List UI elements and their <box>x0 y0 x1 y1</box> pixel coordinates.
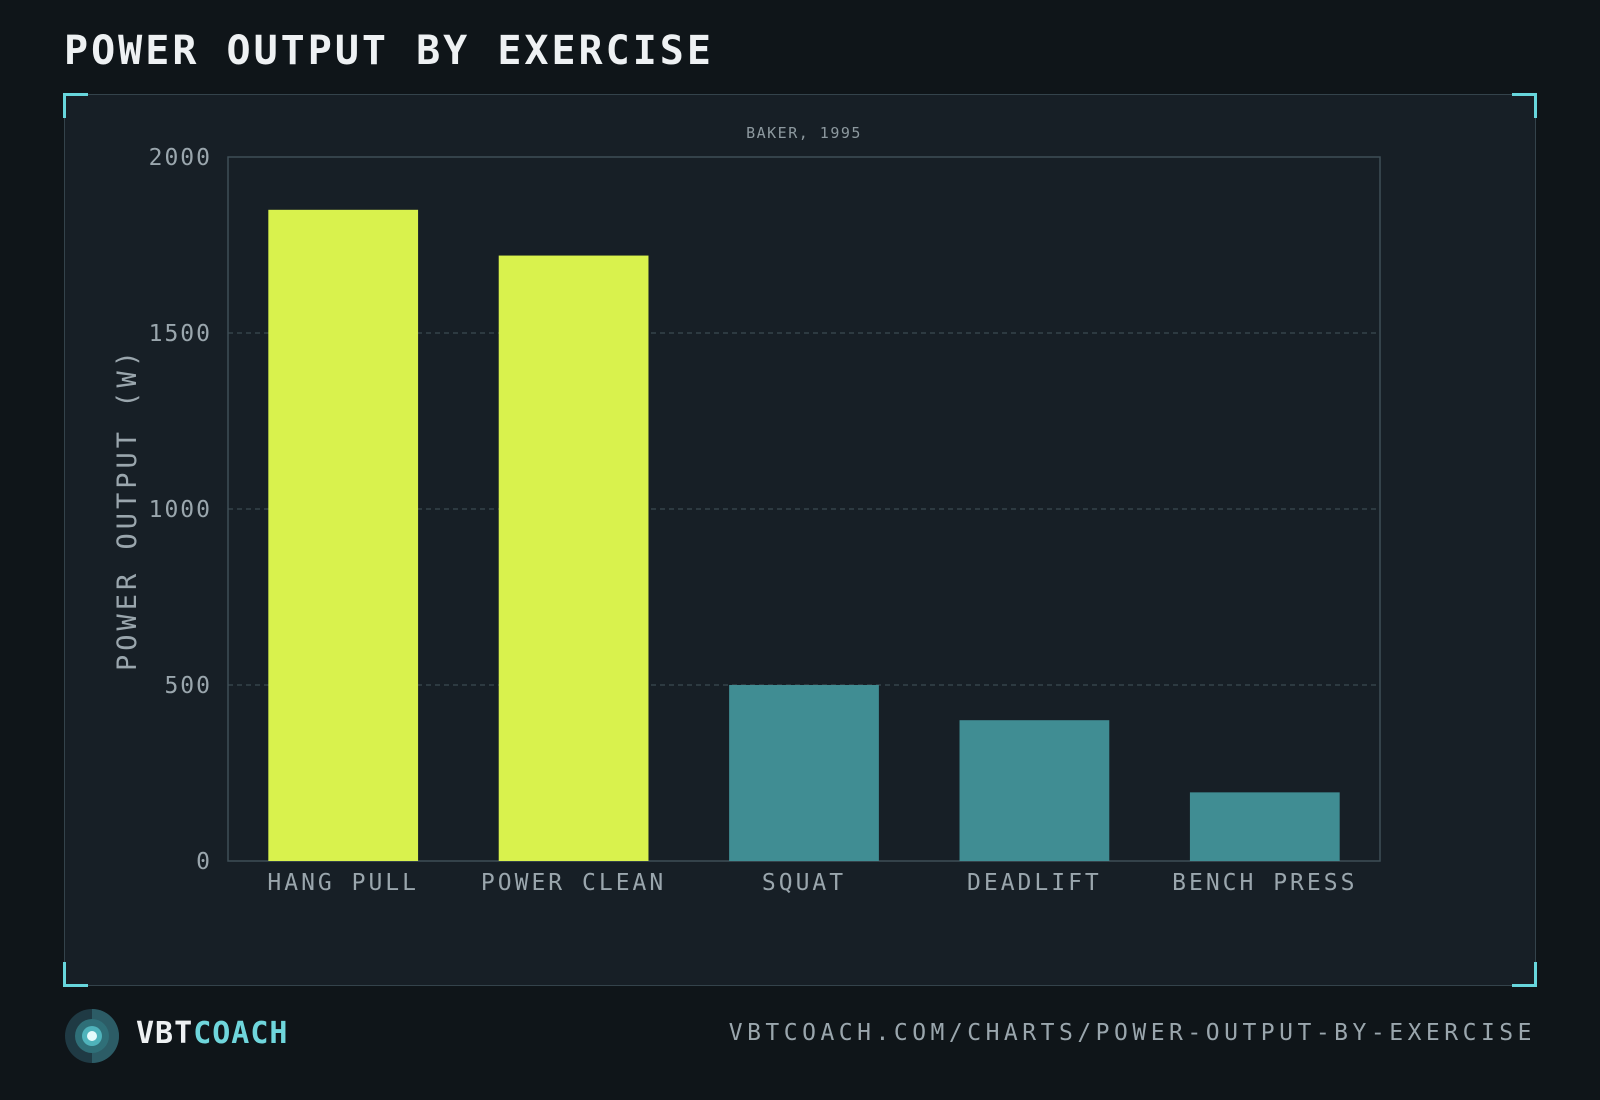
bar-squat <box>729 685 879 861</box>
y-tick-label: 2000 <box>149 145 212 171</box>
bar-power-clean <box>498 255 649 861</box>
brand-name-part1: VBT <box>136 1016 194 1051</box>
y-axis-label: POWER OUTPUT (W) <box>112 347 143 671</box>
chart-panel: BAKER, 1995 0 500 1000 1500 2000 POWER OUTPUT … <box>63 93 1537 987</box>
page-title: POWER OUTPUT BY EXERCISE <box>64 28 714 74</box>
y-tick-label: 1500 <box>149 321 212 347</box>
y-tick-label: 0 <box>196 849 212 875</box>
x-tick-label: DEADLIFT <box>967 870 1102 896</box>
y-tick-label: 1000 <box>149 497 212 523</box>
x-tick-label: HANG PULL <box>267 870 419 896</box>
corner-bracket-top-right <box>1512 93 1537 118</box>
footer-url: VBTCOACH.COM/CHARTS/POWER-OUTPUT-BY-EXER… <box>728 1020 1536 1046</box>
bar-hang-pull <box>268 209 419 862</box>
x-tick-label: POWER CLEAN <box>481 870 666 896</box>
brand-name-part2: COACH <box>193 1016 289 1051</box>
bar-deadlift <box>959 720 1110 861</box>
brand-name: VBTCOACH <box>136 1016 289 1051</box>
x-tick-label: SQUAT <box>762 870 846 896</box>
bar-bench-press <box>1189 792 1340 861</box>
corner-bracket-bottom-right <box>1512 962 1537 987</box>
chart-subtitle: BAKER, 1995 <box>746 124 862 142</box>
x-tick-label: BENCH PRESS <box>1172 870 1357 896</box>
y-tick-label: 500 <box>164 673 212 699</box>
target-logo-icon <box>65 1009 119 1063</box>
bar-chart: BAKER, 1995 0 500 1000 1500 2000 POWER OUTPUT … <box>112 124 1381 896</box>
corner-bracket-bottom-left <box>63 962 88 987</box>
corner-bracket-top-left <box>63 93 88 118</box>
